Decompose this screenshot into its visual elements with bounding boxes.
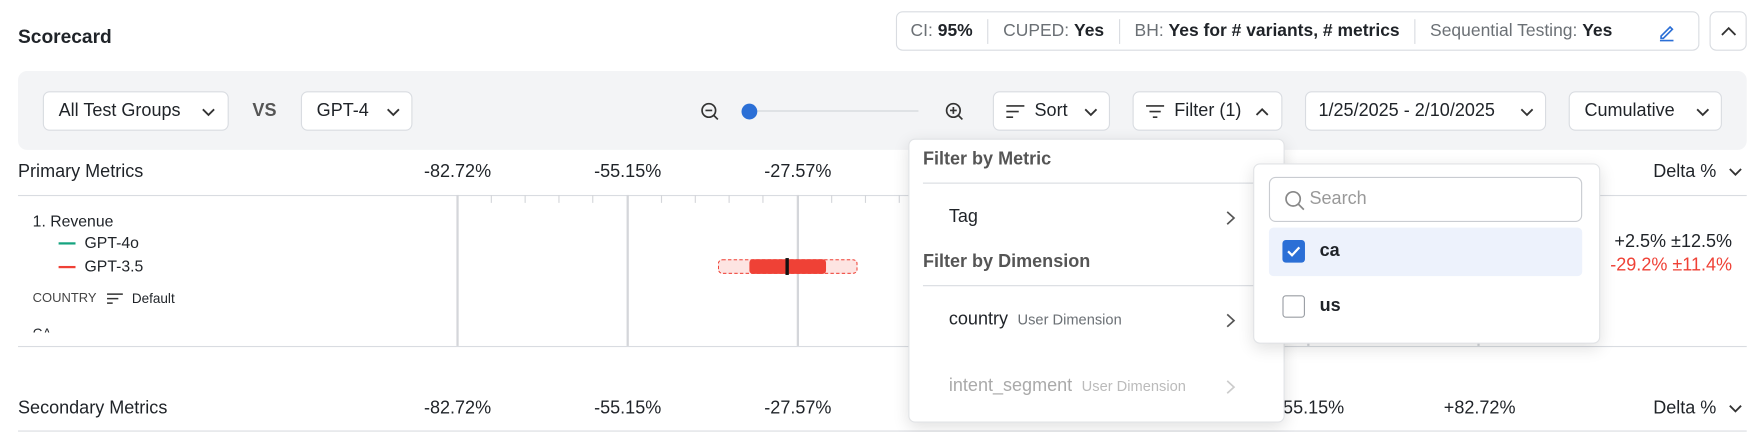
- chevron-up: [1255, 108, 1269, 116]
- menu-section: Filter by Dimension: [922, 252, 1091, 272]
- axis-label: -27.57%: [764, 398, 832, 419]
- grid-line: [626, 194, 629, 346]
- title: Scorecard: [18, 25, 112, 48]
- metric-name: 1. Revenue: [32, 211, 114, 230]
- settings-bar[interactable]: CI: 95% CUPED: Yes BH: Yes for # variant…: [895, 11, 1700, 51]
- dimension-sort[interactable]: Default: [131, 290, 175, 307]
- minor-ticks: [490, 194, 900, 203]
- axis-label: -55.15%: [594, 398, 662, 419]
- menu-item[interactable]: Tag: [948, 207, 978, 227]
- chevron-right: [1226, 380, 1236, 394]
- zoom-track: [749, 110, 919, 112]
- delta-header[interactable]: Delta %: [1653, 162, 1717, 182]
- setting-label: Sequential Testing:: [1430, 20, 1578, 41]
- chevron: [1520, 108, 1534, 117]
- legend-swatch: [58, 265, 76, 269]
- chevron-up: [1721, 26, 1737, 36]
- collapse-button[interactable]: [1709, 11, 1747, 51]
- setting-value: Yes: [1074, 20, 1105, 41]
- chevron: [202, 108, 215, 117]
- point-estimate: [785, 258, 789, 275]
- button-text: Sort: [1034, 101, 1068, 121]
- select-text: Cumulative: [1584, 101, 1675, 121]
- zoom-out[interactable]: [701, 102, 719, 121]
- chevron-right: [1226, 211, 1236, 225]
- mode-select[interactable]: Cumulative: [1568, 91, 1722, 131]
- delta-value: -29.2% ±11.4%: [1610, 255, 1733, 275]
- divider: [18, 194, 1747, 197]
- menu-section: Filter by Metric: [922, 149, 1052, 170]
- sort-icon: [107, 293, 123, 304]
- filter-button[interactable]: Filter (1): [1132, 91, 1283, 131]
- variant-name: GPT-4o: [84, 233, 139, 252]
- sort-button[interactable]: Sort: [992, 91, 1111, 131]
- option-label: ca: [1319, 241, 1340, 261]
- item-name: country: [948, 309, 1008, 330]
- zoom-in[interactable]: [945, 102, 963, 121]
- select-text: GPT-4: [316, 101, 369, 121]
- axis-label: +55.15%: [1272, 398, 1345, 419]
- axis-label: +82.72%: [1443, 398, 1516, 419]
- axis-label: -82.72%: [423, 398, 492, 419]
- axis-label: -55.15%: [594, 162, 662, 182]
- option-label: us: [1319, 296, 1341, 316]
- chevron: [1729, 168, 1742, 176]
- select-text: 1/25/2025 - 2/10/2025: [1318, 101, 1495, 121]
- dimension-label: COUNTRY: [32, 291, 97, 306]
- delta-header[interactable]: Delta %: [1653, 398, 1717, 419]
- checkbox-checked[interactable]: [1282, 240, 1305, 263]
- menu-item[interactable]: country User Dimension: [949, 309, 1122, 332]
- chevron-right: [1226, 313, 1236, 328]
- search-placeholder: Search: [1309, 189, 1367, 209]
- axis-label: -27.57%: [764, 162, 832, 182]
- setting-value: Yes: [1582, 20, 1613, 41]
- item-kind: User Dimension: [1017, 311, 1122, 328]
- search-icon: [1285, 190, 1305, 211]
- vs-label: VS: [252, 101, 277, 121]
- section-title: Primary Metrics: [18, 162, 144, 182]
- variant-name: GPT-3.5: [84, 256, 144, 275]
- delta-value: +2.5% ±12.5%: [1614, 232, 1733, 252]
- next-row: CA: [33, 326, 52, 333]
- setting-label: BH:: [1134, 20, 1164, 41]
- date-select[interactable]: 1/25/2025 - 2/10/2025: [1304, 91, 1547, 131]
- chevron: [1696, 108, 1710, 117]
- divider: [922, 285, 1268, 287]
- button-text: Filter (1): [1174, 101, 1242, 121]
- group-select[interactable]: All Test Groups: [42, 91, 229, 131]
- axis-label: -82.72%: [423, 162, 492, 182]
- divider: [18, 345, 1747, 348]
- item-name: intent_segment: [948, 376, 1073, 396]
- chevron: [1729, 405, 1742, 413]
- chevron: [387, 108, 400, 117]
- select-text: All Test Groups: [58, 101, 181, 121]
- filter-icon: [1146, 105, 1165, 119]
- setting-value: Yes for # variants, # metrics: [1168, 20, 1400, 41]
- filter-menu: [908, 138, 1285, 423]
- divider: [922, 182, 1268, 184]
- zoom-thumb[interactable]: [741, 103, 758, 120]
- search-input[interactable]: Search: [1268, 176, 1583, 223]
- menu-item[interactable]: intent_segment User Dimension: [949, 375, 1186, 398]
- setting-label: CUPED:: [1003, 20, 1070, 41]
- legend-swatch: [58, 242, 76, 245]
- item-kind: User Dimension: [1081, 377, 1186, 395]
- setting-value: 95%: [937, 20, 973, 41]
- edit-icon[interactable]: [1658, 23, 1676, 42]
- setting-label: CI:: [910, 20, 933, 41]
- grid-line: [456, 194, 459, 346]
- checkbox[interactable]: [1282, 295, 1305, 318]
- check-icon: [1287, 246, 1301, 257]
- chevron: [1084, 108, 1098, 117]
- comparison-select[interactable]: GPT-4: [300, 91, 413, 131]
- sort-icon: [1006, 105, 1025, 119]
- section-title: Secondary Metrics: [18, 398, 168, 419]
- option-row[interactable]: [1268, 227, 1583, 277]
